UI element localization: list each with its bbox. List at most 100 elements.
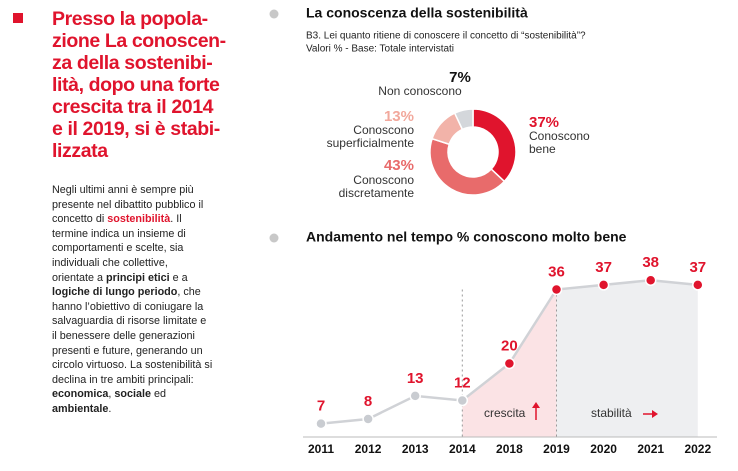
- text-line: presenti e future, generando un: [52, 344, 212, 359]
- text: , che: [177, 286, 201, 299]
- text-line: Negli ultimi anni è sempre più: [52, 183, 212, 198]
- point: [692, 279, 704, 291]
- category-label: Conoscono bene: [529, 129, 590, 156]
- text-line: ambientale.: [52, 402, 212, 417]
- text-line: presente nel dibattito pubblico il: [52, 198, 212, 213]
- x-tick-label: 2012: [355, 442, 382, 456]
- growth-area: [462, 289, 557, 437]
- text: e a: [169, 271, 188, 284]
- text: comportamenti e scelte, sia: [52, 242, 184, 255]
- text: orientate a: [52, 271, 107, 284]
- point: [409, 390, 421, 402]
- heading-line: crescita tra il 2014: [52, 96, 214, 118]
- text-line: individuali che collettive,: [52, 256, 212, 271]
- value-label: 7: [317, 398, 325, 415]
- text-line: concetto di sostenibilità. Il: [52, 212, 212, 227]
- value-label: 12: [454, 374, 471, 391]
- bold-text: sociale: [114, 388, 152, 401]
- x-tick-label: 2020: [590, 442, 617, 456]
- bold-text: principi etici: [106, 271, 170, 284]
- x-tick-label: 2014: [449, 442, 476, 456]
- text: presente nel dibattito pubblico il: [52, 198, 204, 211]
- pie-slice: [429, 137, 506, 196]
- text-line: salvaguardia di risorse limitate e: [52, 314, 212, 329]
- value-label: 38: [642, 254, 659, 271]
- point: [597, 279, 610, 291]
- text: declina in tre ambiti principali:: [52, 373, 194, 386]
- chart-subtitle: Valori % - Base: Totale intervistati: [306, 44, 454, 55]
- value-label: 37: [689, 259, 706, 276]
- stability-area: [556, 280, 698, 437]
- highlight: sostenibilità: [107, 213, 171, 226]
- arrowhead: [652, 410, 658, 418]
- text: concetto di: [52, 213, 108, 226]
- bold-text: logiche di lungo periodo: [52, 286, 178, 299]
- category-label: Non conoscono: [378, 84, 462, 98]
- heading-line: zione La conoscen-: [52, 30, 226, 52]
- text-line: declina in tre ambiti principali:: [52, 373, 212, 388]
- text-line: hanno l’obiettivo di coniugare la: [52, 300, 212, 315]
- text: ed: [151, 388, 167, 401]
- text: Negli ultimi anni è sempre più: [52, 184, 194, 196]
- text: presenti e future, generando un: [52, 344, 203, 357]
- heading-line: e il 2019, si è stabi-: [52, 118, 220, 140]
- section-marker: [13, 13, 23, 23]
- category-label: Conoscono superficialmente: [326, 123, 414, 150]
- category-label: Conoscono discretamente: [338, 173, 414, 200]
- x-tick-label: 2013: [402, 442, 429, 456]
- heading: Presso la popola- zione La conoscen- za …: [52, 8, 226, 162]
- value-label: 37%: [529, 114, 560, 131]
- point: [315, 417, 327, 430]
- text-line: logiche di lungo periodo, che: [52, 285, 212, 300]
- arrowhead: [532, 402, 540, 408]
- value-label: 13%: [383, 108, 414, 125]
- point: [644, 274, 657, 286]
- point: [362, 413, 374, 425]
- x-tick-label: 2011: [308, 442, 334, 456]
- point: [503, 357, 516, 370]
- x-tick-label: 2021: [637, 442, 664, 456]
- text-line: il benessere delle generazioni: [52, 329, 212, 344]
- annotation: stabilità: [591, 406, 632, 420]
- text: salvaguardia di risorse limitate e: [52, 315, 207, 328]
- text-line: orientate a principi etici e a: [52, 271, 212, 286]
- chart-title: La conoscenza della sostenibilità: [306, 5, 528, 21]
- pie-slice: [472, 108, 517, 183]
- text: ,: [108, 388, 115, 401]
- section-dot: [269, 233, 279, 243]
- text: individuali che collettive,: [52, 256, 168, 269]
- x-tick-label: 2019: [543, 442, 570, 456]
- text-line: termine indica un insieme di: [52, 227, 212, 242]
- text: circolo virtuoso. La sostenibilità si: [52, 359, 213, 372]
- value-label: 8: [364, 393, 372, 410]
- text-line: comportamenti e scelte, sia: [52, 241, 212, 256]
- value-label: 36: [548, 263, 565, 280]
- value-label: 43%: [383, 157, 414, 174]
- point: [550, 283, 563, 296]
- annotation: crescita: [484, 406, 526, 420]
- bold-text: ambientale: [52, 402, 109, 415]
- bold-text: economica: [52, 388, 109, 401]
- text-line: economica, sociale ed: [52, 387, 212, 402]
- body-text: Negli ultimi anni è sempre più presente …: [52, 183, 212, 417]
- chart-title: Andamento nel tempo % conoscono molto be…: [306, 229, 627, 245]
- section-dot: [269, 9, 279, 19]
- pie-slice: [453, 108, 474, 131]
- x-tick-label: 2018: [496, 442, 523, 456]
- text: il benessere delle generazioni: [52, 329, 195, 342]
- text: termine indica un insieme di: [52, 227, 186, 240]
- x-tick-label: 2022: [684, 442, 711, 456]
- value-label: 37: [595, 259, 612, 276]
- point: [456, 394, 469, 407]
- text: . Il: [170, 213, 182, 226]
- heading-line: Presso la popola-: [52, 8, 208, 30]
- text-line: circolo virtuoso. La sostenibilità si: [52, 358, 212, 373]
- value-label: 7%: [449, 69, 471, 86]
- heading-line: za della sostenibi-: [52, 52, 213, 74]
- heading-line: lizzata: [52, 140, 108, 162]
- value-label: 20: [501, 337, 518, 354]
- heading-line: lità, dopo una forte: [52, 74, 220, 96]
- value-label: 13: [407, 370, 424, 387]
